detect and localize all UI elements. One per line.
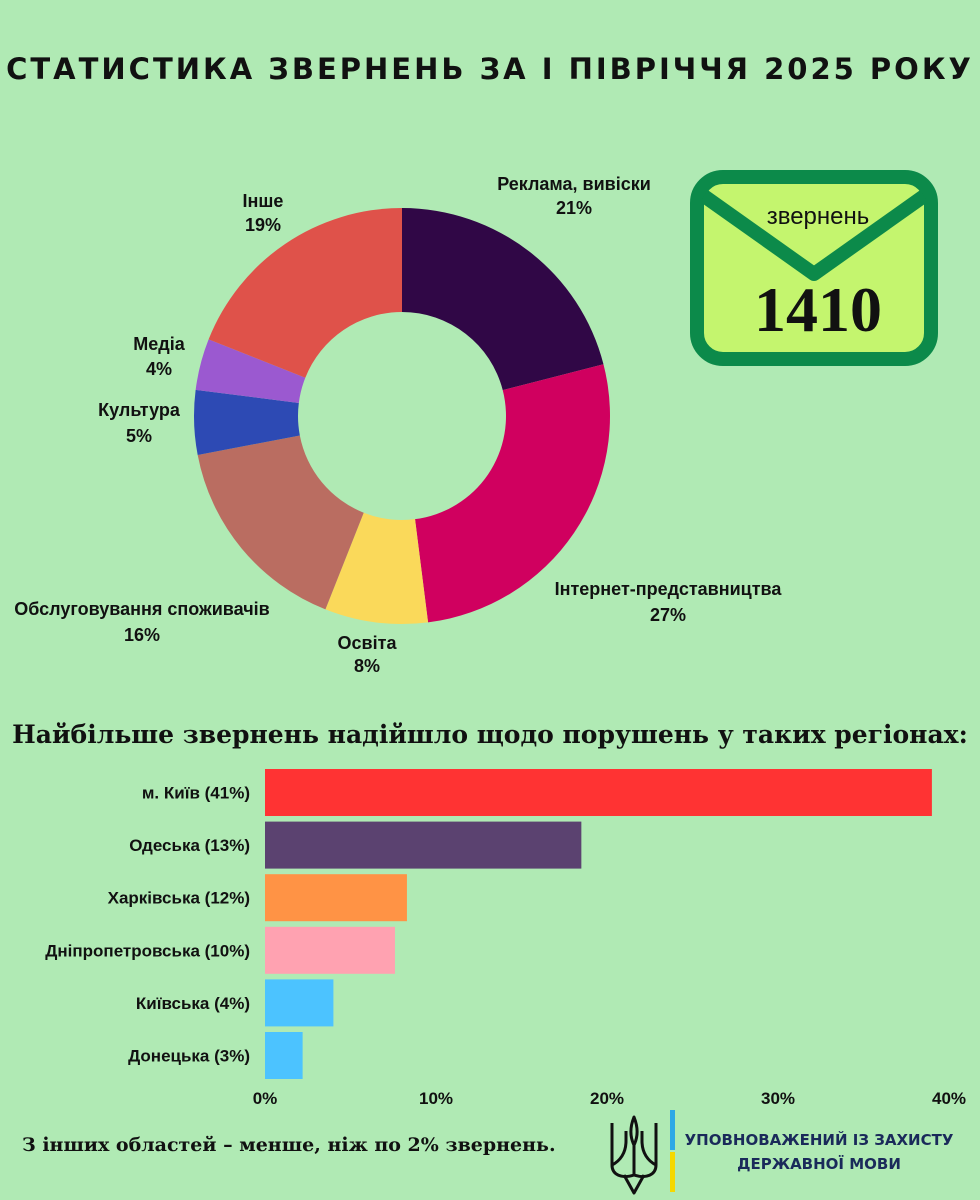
region-bar xyxy=(265,1032,303,1079)
slice-value-label: 19% xyxy=(245,215,281,235)
donut-slice xyxy=(197,435,364,610)
slice-label: Освіта xyxy=(338,633,398,653)
x-tick-label: 20% xyxy=(590,1089,624,1108)
x-tick-label: 40% xyxy=(932,1089,966,1108)
region-label: Одеська (13%) xyxy=(129,836,250,855)
slice-value-label: 21% xyxy=(556,198,592,218)
slice-label: Інтернет-представництва xyxy=(555,579,783,599)
flag-blue-stripe xyxy=(670,1110,675,1150)
donut-slice xyxy=(195,339,306,403)
organization-name: УПОВНОВАЖЕНИЙ ІЗ ЗАХИСТУ ДЕРЖАВНОЇ МОВИ xyxy=(684,1128,954,1176)
region-label: Донецька (3%) xyxy=(128,1047,250,1066)
donut-slice xyxy=(402,208,604,391)
requests-total: 1410 xyxy=(754,274,882,345)
organization-line-2: ДЕРЖАВНОЇ МОВИ xyxy=(737,1155,901,1173)
x-tick-label: 0% xyxy=(253,1089,278,1108)
slice-value-label: 27% xyxy=(650,605,686,625)
region-bar-chart: м. Київ (41%) Одеська (13%) Харківська (12… xyxy=(45,769,966,1108)
flag-yellow-stripe xyxy=(670,1152,675,1192)
slice-value-label: 16% xyxy=(124,625,160,645)
region-bar xyxy=(265,874,407,922)
requests-word: звернень xyxy=(766,203,870,230)
region-bar xyxy=(265,926,395,974)
slice-value-label: 4% xyxy=(146,359,172,379)
region-label: м. Київ (41%) xyxy=(142,784,250,803)
bar-chart-title: Найбільше звернень надійшло щодо порушен… xyxy=(12,720,968,749)
region-label: Дніпропетровська (10%) xyxy=(45,941,250,960)
slice-label: Обслуговування споживачів xyxy=(14,599,269,619)
slice-label: Реклама, вивіски xyxy=(497,174,651,194)
footer-note: З інших областей – менше, ніж по 2% звер… xyxy=(22,1134,556,1156)
slice-value-label: 5% xyxy=(126,426,152,446)
slice-label: Культура xyxy=(98,400,181,420)
donut-chart: Реклама, вивіски 21% Інтернет-представницт… xyxy=(14,174,783,676)
donut-slice xyxy=(194,389,300,455)
envelope-icon xyxy=(690,170,938,366)
organization-line-1: УПОВНОВАЖЕНИЙ ІЗ ЗАХИСТУ xyxy=(684,1131,954,1149)
x-tick-label: 30% xyxy=(761,1089,795,1108)
page-title: СТАТИСТИКА ЗВЕРНЕНЬ ЗА І ПІВРІЧЧЯ 2025 Р… xyxy=(6,52,974,86)
donut-slice xyxy=(415,364,610,623)
region-label: Київська (4%) xyxy=(136,994,250,1013)
region-label: Харківська (12%) xyxy=(108,889,250,908)
region-bar xyxy=(265,821,582,869)
slice-value-label: 8% xyxy=(354,656,380,676)
region-bar xyxy=(265,979,334,1027)
slice-label: Інше xyxy=(243,191,284,211)
slice-label: Медіа xyxy=(133,334,185,354)
trident-icon xyxy=(610,1115,658,1195)
donut-slice xyxy=(325,512,429,624)
donut-slice xyxy=(208,208,402,378)
x-tick-label: 10% xyxy=(419,1089,453,1108)
region-bar xyxy=(265,769,932,816)
